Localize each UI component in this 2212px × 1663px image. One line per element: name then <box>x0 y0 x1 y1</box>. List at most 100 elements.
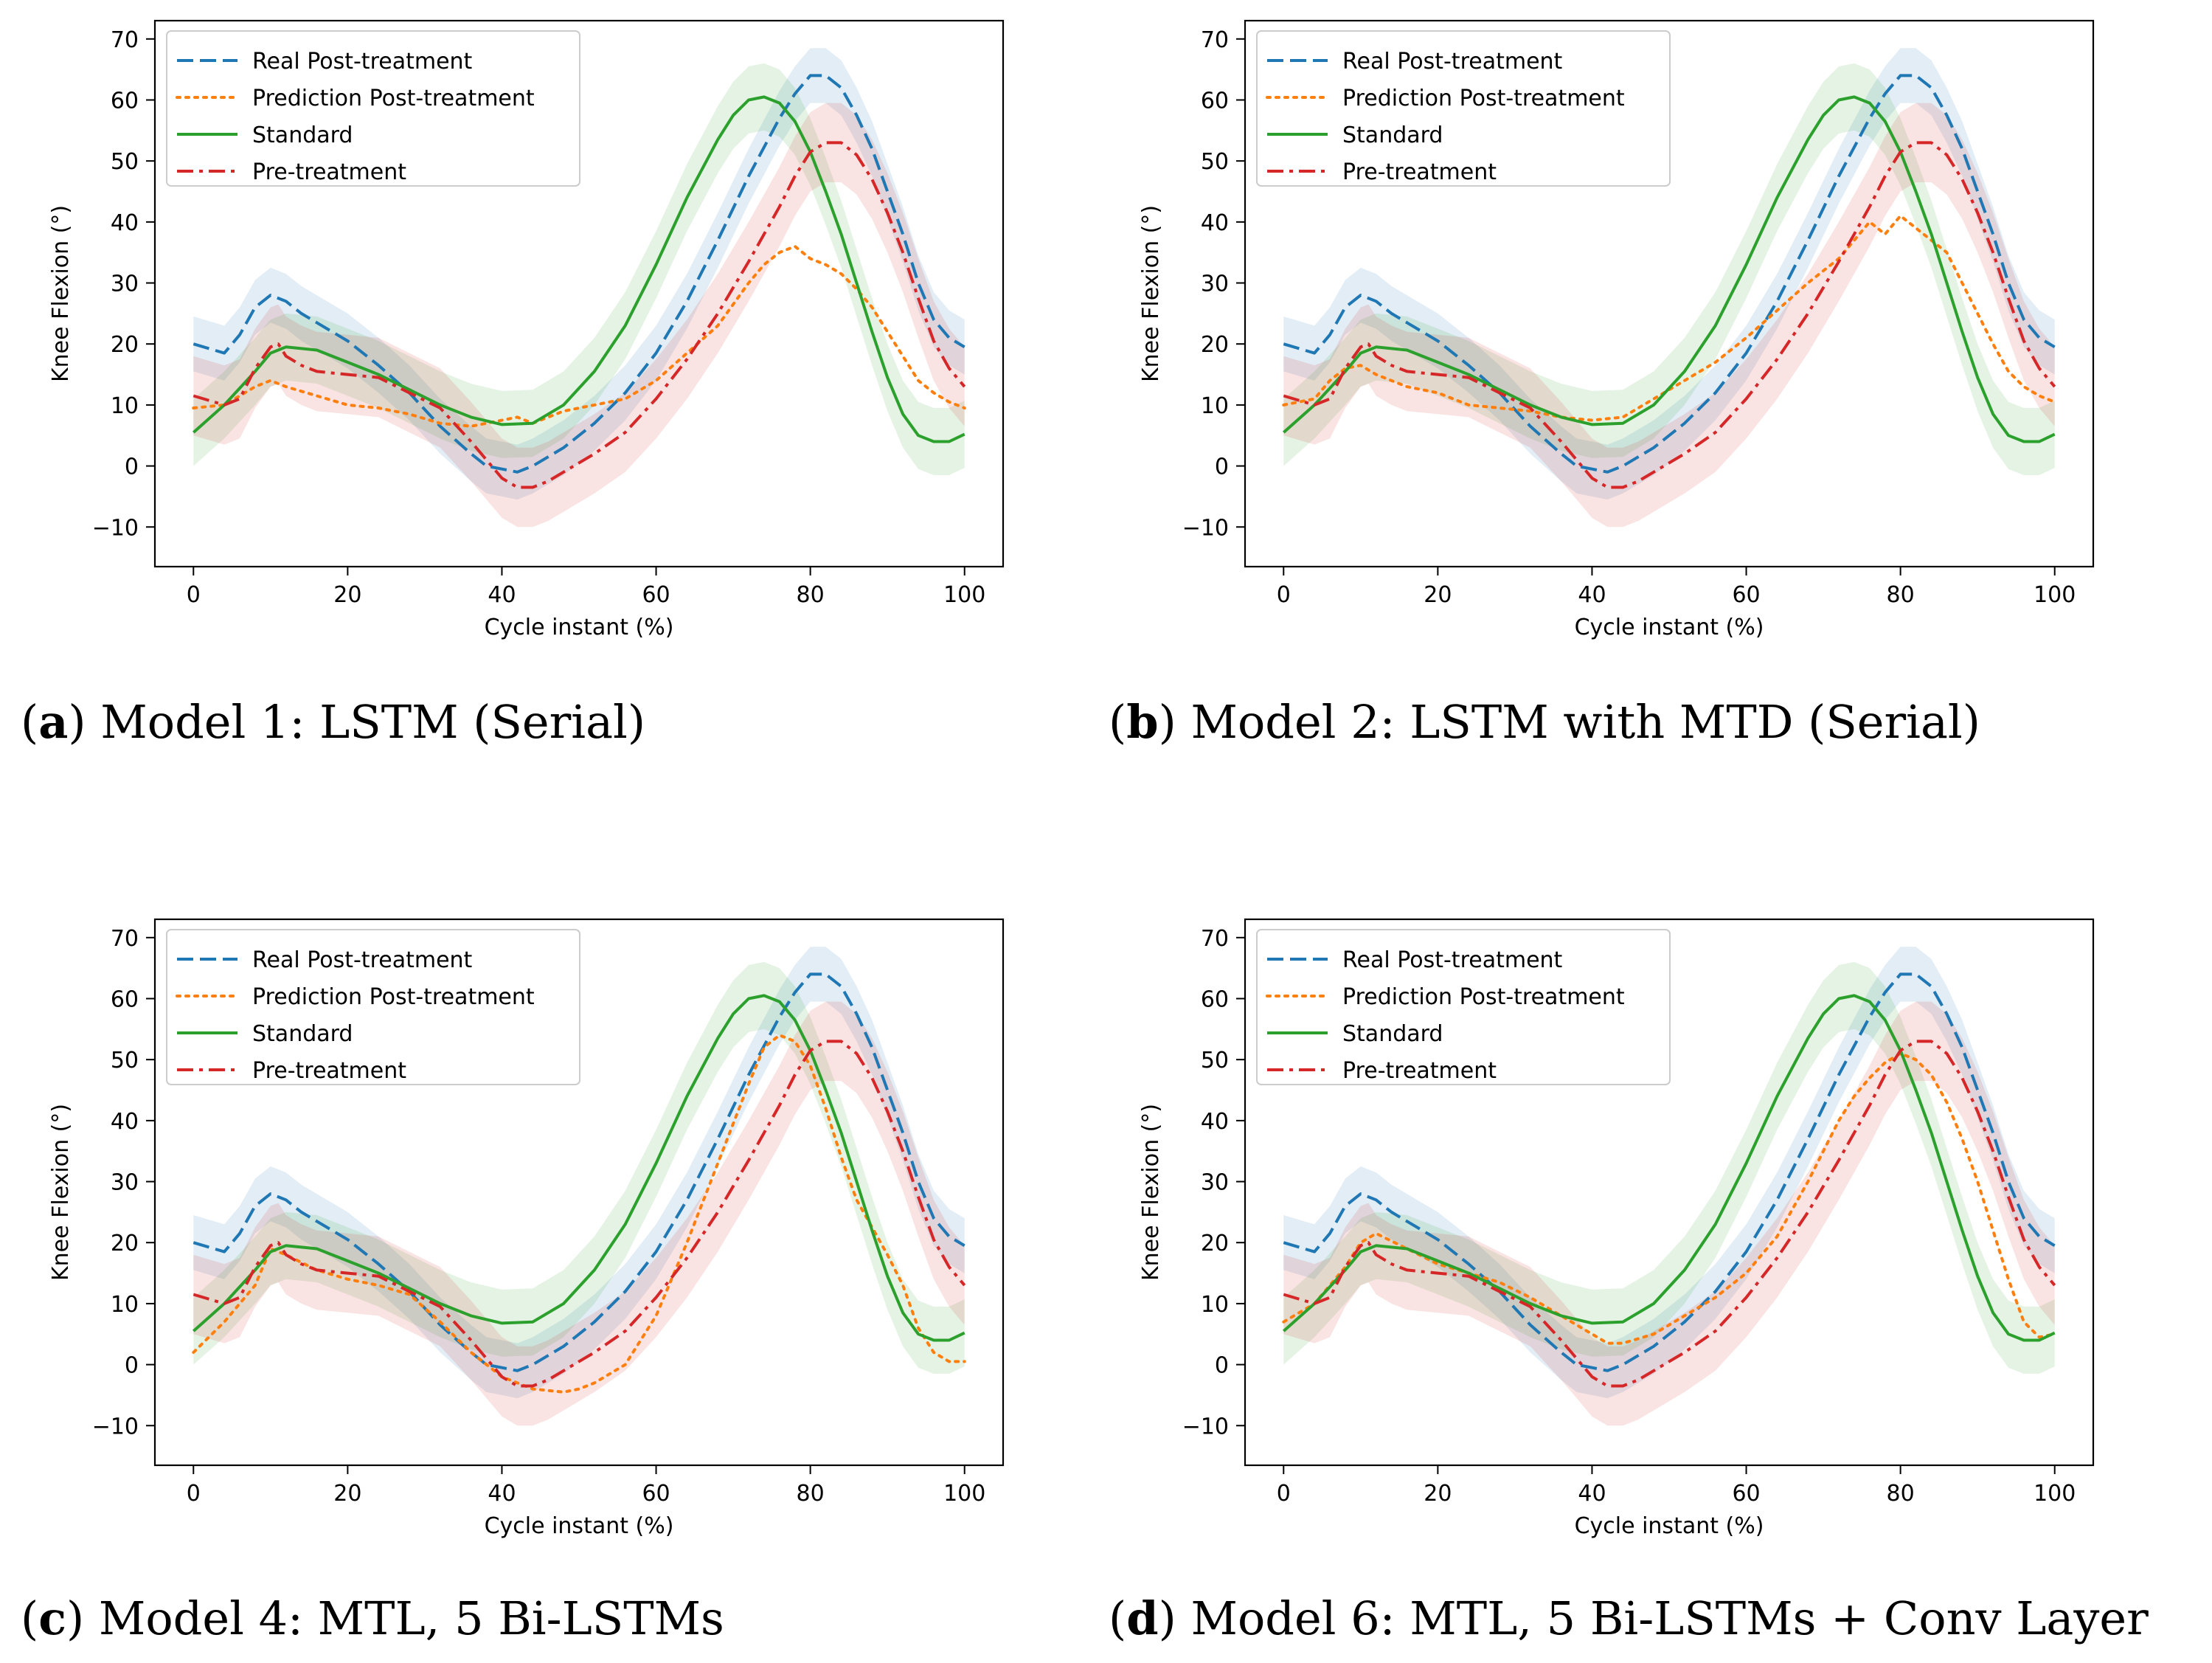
caption-c-letter: c <box>38 1591 66 1645</box>
y-tick-label: 10 <box>1201 393 1229 419</box>
y-tick-label: 20 <box>111 1231 139 1256</box>
plot-area <box>1282 947 2056 1426</box>
legend-box <box>1256 30 1671 187</box>
series-line-pre-treatment <box>193 141 966 489</box>
y-axis-label: Knee Flexion (°) <box>48 1104 74 1281</box>
legend-label-prediction-post-treatment: Prediction Post-treatment <box>252 86 535 111</box>
legend-label-pre-treatment: Pre-treatment <box>1342 159 1497 185</box>
chart-d-svg: 0 20 40 60 80 100 −10 0 10 20 30 40 50 60 70 Cycle inst… <box>1138 918 2095 1539</box>
x-tick-label: 0 <box>187 582 201 608</box>
x-tick-label: 80 <box>797 582 825 608</box>
chart-a-svg: 0 20 40 60 80 100 −10 0 10 20 30 40 50 60 70 Cycle inst… <box>48 19 1005 640</box>
series-line-pre-treatment <box>193 1040 966 1388</box>
y-tick-label: 60 <box>111 88 139 114</box>
series-line-real-post-treatment <box>193 972 965 1372</box>
legend-label-prediction-post-treatment: Prediction Post-treatment <box>1342 86 1625 111</box>
legend-label-prediction-post-treatment: Prediction Post-treatment <box>1342 984 1625 1010</box>
series-line-real-post-treatment <box>1283 972 2056 1372</box>
y-tick-label: 40 <box>1201 210 1229 236</box>
legend-label-pre-treatment: Pre-treatment <box>1342 1058 1497 1084</box>
x-axis-label: Cycle instant (%) <box>485 1513 674 1539</box>
y-tick-label: 40 <box>1201 1109 1229 1135</box>
x-tick-label: 100 <box>943 582 985 608</box>
y-axis-label: Knee Flexion (°) <box>1138 205 1164 382</box>
series-line-prediction-post-treatment <box>192 244 966 428</box>
y-tick-label: 40 <box>111 1109 139 1135</box>
y-tick-label: 50 <box>1201 149 1229 175</box>
y-tick-label: 10 <box>1201 1292 1229 1318</box>
band-pre-treatment <box>193 1001 965 1426</box>
x-tick-label: 40 <box>488 582 516 608</box>
chart-panel-a: 0 20 40 60 80 100 −10 0 10 20 30 40 50 60 70 Cycle inst… <box>0 0 1062 649</box>
caption-a: (a) Model 1: LSTM (Serial) <box>21 695 646 749</box>
legend-label-standard: Standard <box>1342 122 1443 148</box>
y-tick-label: 10 <box>111 393 139 419</box>
y-tick-label: 50 <box>111 149 139 175</box>
band-real-post-treatment <box>1283 48 2055 500</box>
y-tick-label: 30 <box>1201 272 1229 297</box>
legend-label-real-post-treatment: Real Post-treatment <box>1342 49 1563 75</box>
caption-a-letter: a <box>38 695 69 749</box>
y-tick-label: −10 <box>1182 515 1229 541</box>
axes-frame <box>153 918 1005 1467</box>
caption-c: (c) Model 4: MTL, 5 Bi-LSTMs <box>21 1591 724 1645</box>
legend-box <box>166 929 580 1085</box>
legend-label-standard: Standard <box>1342 1021 1443 1047</box>
y-tick-label: 30 <box>111 1170 139 1196</box>
y-tick-label: −10 <box>1182 1414 1229 1439</box>
y-tick-label: 0 <box>125 1353 139 1379</box>
x-tick-label: 40 <box>1578 1481 1606 1507</box>
x-tick-label: 20 <box>333 582 361 608</box>
series-line-standard <box>192 994 965 1342</box>
y-tick-label: 60 <box>111 986 139 1012</box>
y-tick-label: 40 <box>111 210 139 236</box>
caption-b: (b) Model 2: LSTM with MTD (Serial) <box>1109 695 1980 749</box>
y-tick-label: 70 <box>1201 27 1229 53</box>
y-tick-label: 70 <box>111 27 139 53</box>
x-tick-label: 60 <box>1732 1481 1760 1507</box>
x-tick-label: 0 <box>187 1481 201 1507</box>
legend-label-pre-treatment: Pre-treatment <box>252 1058 406 1084</box>
x-tick-label: 60 <box>642 1481 670 1507</box>
caption-a-text: Model 1: LSTM (Serial) <box>100 695 646 749</box>
y-tick-label: 60 <box>1201 986 1229 1012</box>
chart-c-svg: 0 20 40 60 80 100 −10 0 10 20 30 40 50 60 70 Cycle inst… <box>48 918 1005 1539</box>
series-line-standard <box>1282 95 2056 443</box>
y-tick-label: 70 <box>1201 926 1229 952</box>
y-tick-label: 10 <box>111 1292 139 1318</box>
x-tick-label: 60 <box>642 582 670 608</box>
band-pre-treatment <box>193 103 965 528</box>
band-pre-treatment <box>1283 1001 2055 1426</box>
x-tick-label: 80 <box>1887 1481 1915 1507</box>
x-tick-label: 40 <box>488 1481 516 1507</box>
chart-panel-d: 0 20 40 60 80 100 −10 0 10 20 30 40 50 60 70 Cycle inst… <box>1090 899 2152 1548</box>
band-standard <box>1283 63 2055 475</box>
band-real-post-treatment <box>193 947 965 1399</box>
chart-panel-b: 0 20 40 60 80 100 −10 0 10 20 30 40 50 60 70 Cycle inst… <box>1090 0 2152 649</box>
legend-label-real-post-treatment: Real Post-treatment <box>252 49 473 75</box>
y-tick-label: 50 <box>1201 1048 1229 1073</box>
legend-label-prediction-post-treatment: Prediction Post-treatment <box>252 984 535 1010</box>
legend: Real Post-treatment Prediction Post-treat… <box>1256 30 1671 187</box>
x-tick-label: 80 <box>1887 582 1915 608</box>
caption-b-text: Model 2: LSTM with MTD (Serial) <box>1190 695 1980 749</box>
y-tick-label: 30 <box>1201 1170 1229 1196</box>
series-line-standard <box>192 95 965 443</box>
caption-b-letter: b <box>1126 695 1159 749</box>
legend-label-pre-treatment: Pre-treatment <box>252 159 406 185</box>
legend: Real Post-treatment Prediction Post-treat… <box>166 30 580 187</box>
y-tick-label: −10 <box>92 515 139 541</box>
x-tick-label: 60 <box>1732 582 1760 608</box>
caption-c-text: Model 4: MTL, 5 Bi-LSTMs <box>98 1591 724 1645</box>
legend-box <box>166 30 580 187</box>
series-line-prediction-post-treatment <box>192 1034 966 1394</box>
series-line-real-post-treatment <box>193 74 965 474</box>
plot-area <box>1282 48 2056 528</box>
series-line-real-post-treatment <box>1283 74 2056 474</box>
caption-d: (d) Model 6: MTL, 5 Bi-LSTMs + Conv Laye… <box>1109 1591 2149 1645</box>
plot-area <box>192 947 966 1426</box>
y-tick-label: 30 <box>111 272 139 297</box>
y-tick-label: 0 <box>125 454 139 480</box>
band-standard <box>193 63 965 475</box>
axes-frame <box>153 19 1005 568</box>
